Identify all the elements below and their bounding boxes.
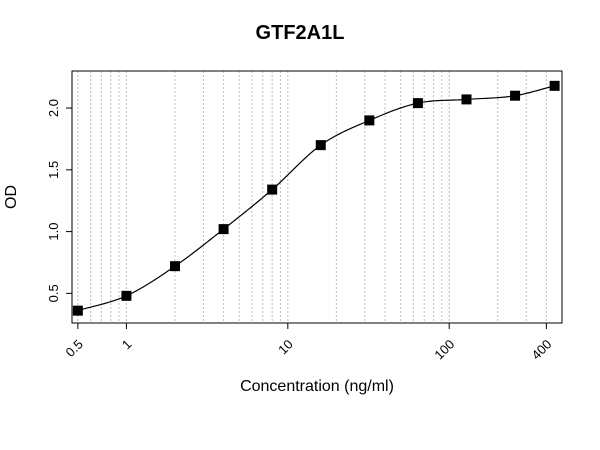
data-point — [218, 224, 229, 235]
x-tick-label: 400 — [529, 337, 555, 363]
data-point — [170, 261, 181, 272]
x-tick-label: 0.5 — [63, 337, 86, 360]
data-point — [549, 80, 560, 91]
chart-title: GTF2A1L — [255, 22, 345, 44]
x-tick-label: 100 — [431, 337, 457, 363]
y-axis: 0.5 1.0 1.5 2.0 — [46, 99, 72, 302]
y-tick-label: 1.5 — [46, 161, 61, 179]
x-axis: 0.5 1 10 100 400 — [63, 323, 555, 363]
y-tick-label: 0.5 — [46, 284, 61, 302]
x-axis-title: Concentration (ng/ml) — [240, 378, 394, 395]
data-points — [72, 80, 560, 316]
data-point — [72, 305, 83, 316]
x-tick-label: 1 — [119, 337, 135, 353]
x-tick-label: 10 — [275, 337, 296, 358]
y-axis-title: OD — [3, 185, 20, 209]
data-point — [461, 94, 472, 105]
data-point — [364, 115, 375, 126]
y-tick-label: 2.0 — [46, 99, 61, 117]
data-point — [510, 90, 521, 101]
fit-curve — [77, 85, 555, 312]
plot-frame — [71, 70, 563, 324]
data-point — [267, 184, 278, 195]
data-point — [412, 98, 423, 109]
grid-lines — [77, 71, 547, 323]
y-tick-label: 1.0 — [46, 223, 61, 241]
data-point — [121, 290, 132, 301]
data-point — [315, 140, 326, 151]
